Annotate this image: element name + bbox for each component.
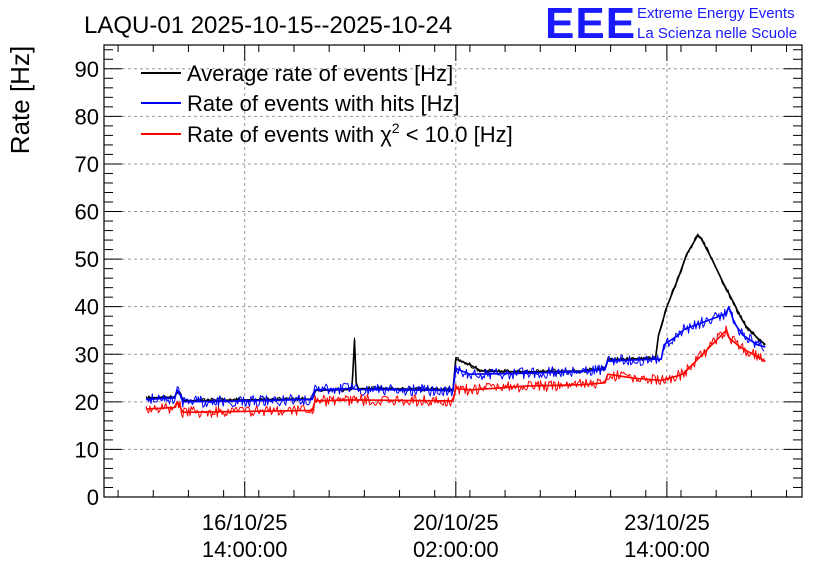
series-line bbox=[146, 329, 766, 414]
eee-logo: EEE bbox=[545, 0, 637, 48]
y-tick-label: 90 bbox=[75, 57, 99, 82]
x-tick-label-date: 23/10/25 bbox=[624, 510, 710, 535]
y-axis-label: Rate [Hz] bbox=[5, 46, 35, 154]
x-tick-label-time: 14:00:00 bbox=[202, 537, 288, 562]
series-line bbox=[146, 305, 766, 403]
logo-line-2: La Scienza nelle Scuole bbox=[637, 25, 798, 42]
legend: Average rate of events [Hz] Rate of event… bbox=[141, 61, 513, 147]
y-tick-label: 40 bbox=[75, 295, 99, 320]
legend-label: Rate of events with hits [Hz] bbox=[187, 91, 460, 116]
x-tick-label-time: 02:00:00 bbox=[413, 537, 499, 562]
legend-label: Average rate of events [Hz] bbox=[187, 61, 453, 86]
x-tick-label-date: 16/10/25 bbox=[202, 510, 288, 535]
x-tick-label-time: 14:00:00 bbox=[624, 537, 710, 562]
plot-frame bbox=[103, 44, 803, 498]
y-tick-label: 70 bbox=[75, 152, 99, 177]
y-tick-label: 10 bbox=[75, 437, 99, 462]
chart-title: LAQU-01 2025-10-15--2025-10-24 bbox=[84, 12, 452, 39]
series-group bbox=[145, 305, 766, 408]
series-group bbox=[145, 325, 766, 418]
series-layer bbox=[145, 233, 766, 418]
axes: 010203040506070809016/10/2514:00:0020/10… bbox=[75, 45, 802, 562]
logo-line-1: Extreme Energy Events bbox=[637, 5, 795, 22]
x-tick-label-date: 20/10/25 bbox=[413, 510, 499, 535]
y-tick-label: 80 bbox=[75, 104, 99, 129]
y-tick-label: 0 bbox=[87, 485, 99, 510]
y-tick-label: 20 bbox=[75, 390, 99, 415]
y-tick-label: 60 bbox=[75, 200, 99, 225]
legend-label: Rate of events with χ2 < 10.0 [Hz] bbox=[187, 120, 513, 147]
eee-logo-text: Extreme Energy Events La Scienza nelle S… bbox=[637, 4, 797, 44]
y-tick-label: 50 bbox=[75, 247, 99, 272]
y-tick-label: 30 bbox=[75, 342, 99, 367]
